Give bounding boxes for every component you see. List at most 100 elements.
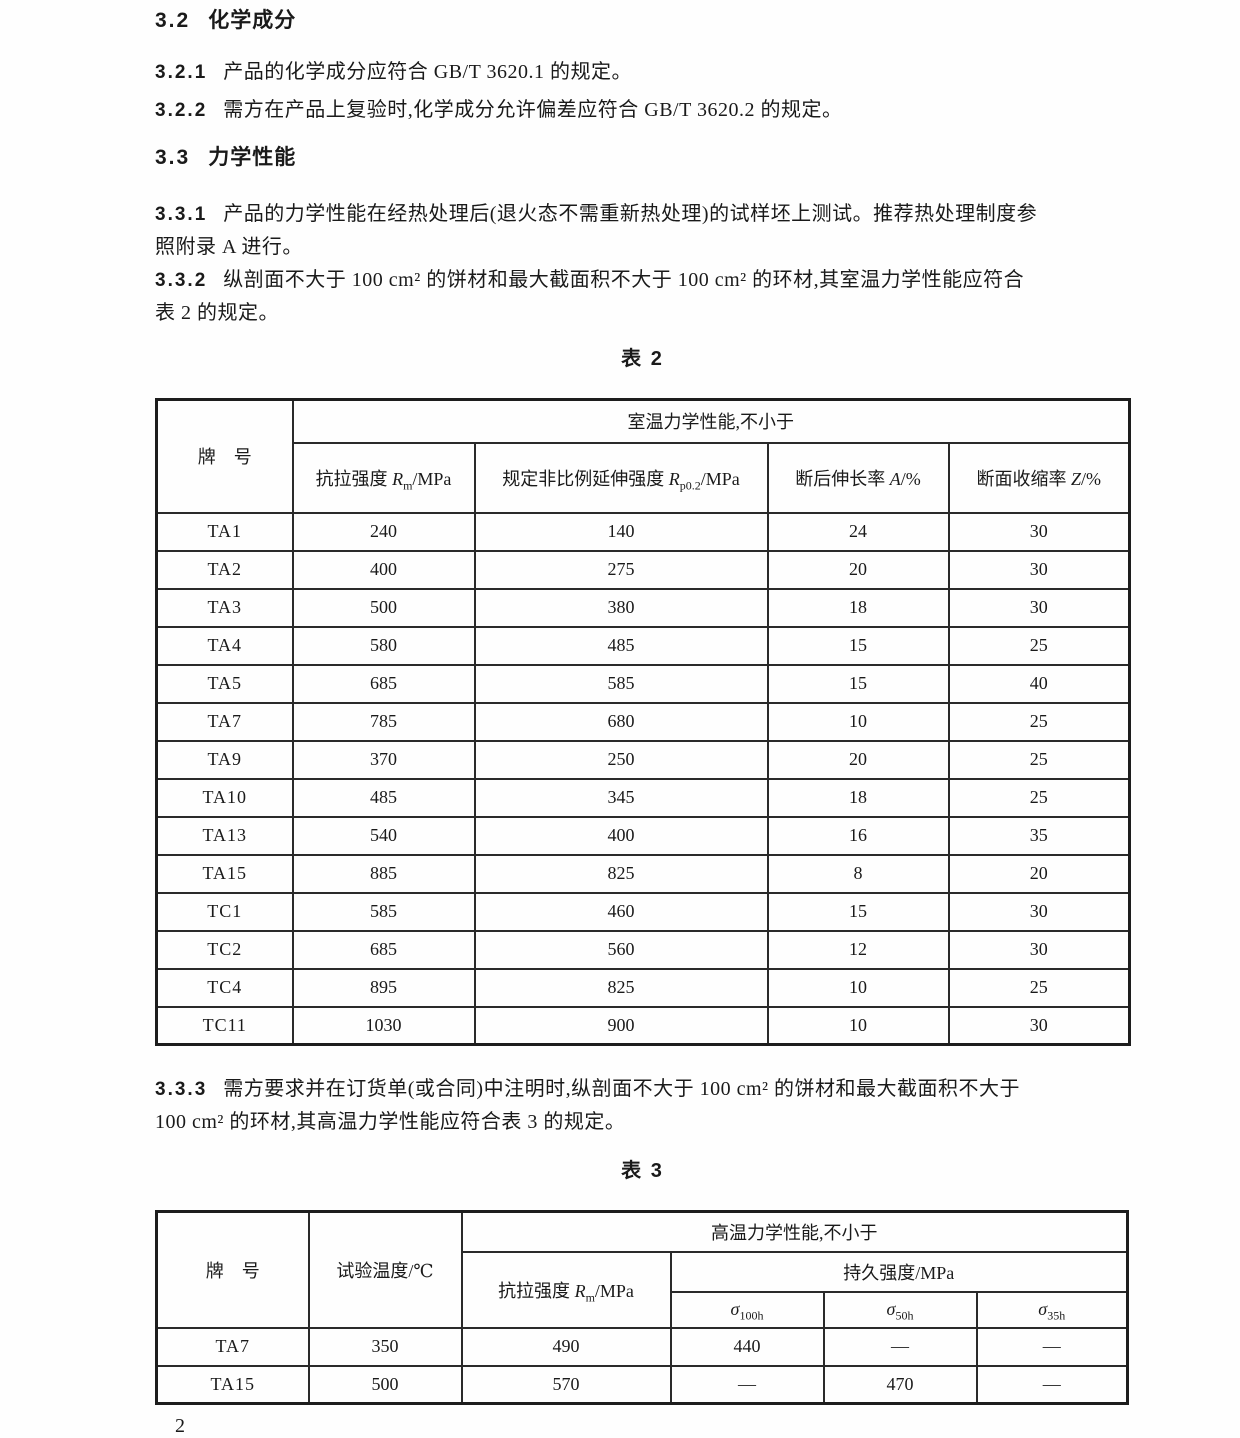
paragraph-text: 产品的力学性能在经热处理后(退火态不需重新热处理)的试样坯上测试。推荐热处理制度… [223,203,1038,225]
value-cell: 8 [766,853,950,894]
header-text: /% [900,468,921,489]
value-cell: 440 [669,1326,825,1367]
value-cell: 785 [291,701,476,742]
value-cell: 240 [291,511,476,552]
value-cell: 10 [766,1005,950,1046]
column-header-test-temperature: 试验温度/℃ [307,1210,463,1329]
paragraph-3-3-3: 3.3.3 需方要求并在订货单(或合同)中注明时,纵剖面不大于 100 cm² 的… [155,1073,1130,1139]
header-text: 规定非比例延伸强度 [502,468,669,489]
grade-cell: TA10 [155,777,294,818]
value-cell: 570 [460,1364,672,1405]
table-row: TC1 585 460 15 30 [155,891,1131,932]
value-cell: 35 [947,815,1131,856]
header-text: /MPa [594,1280,634,1301]
value-cell: 585 [473,663,769,704]
value-cell: — [669,1364,825,1405]
paragraph-3-3-2: 3.3.2 纵剖面不大于 100 cm² 的饼材和最大截面积不大于 100 cm²… [155,264,1130,330]
symbol-subscript: 100h [739,1308,764,1323]
value-cell: 25 [947,701,1131,742]
value-cell: 20 [766,549,950,590]
value-cell: 895 [291,967,476,1008]
table-header-row: 抗拉强度 Rm/MPa 持久强度/MPa [157,1250,1129,1329]
table-header-row: σ100h σ50h σ35h [157,1290,1129,1329]
header-text: 抗拉强度 [315,468,393,489]
grade-cell: TA15 [155,1364,310,1405]
column-header-reduction-of-area: 断面收缩率 Z/% [947,441,1131,514]
table-row: TA15 885 825 8 20 [155,853,1131,894]
column-header-sigma-100h: σ100h [669,1290,825,1329]
value-cell: 350 [307,1326,463,1367]
symbol-subscript: 50h [895,1308,914,1323]
table-header-row: 牌 号 室温力学性能,不小于 [155,398,1131,514]
clause-number: 3.2.1 [155,62,208,83]
column-header-sigma-50h: σ50h [822,1290,978,1329]
value-cell: 25 [947,625,1131,666]
paragraph-line: 3.3.2 纵剖面不大于 100 cm² 的饼材和最大截面积不大于 100 cm²… [155,264,1130,297]
value-cell: 345 [473,777,769,818]
value-cell: 470 [822,1364,978,1405]
table-row: TA7 785 680 10 25 [155,701,1131,742]
table-row: TA7 350 490 440— — [155,1326,1129,1367]
paragraph-text: 需方在产品上复验时,化学成分允许偏差应符合 GB/T 3620.2 的规定。 [223,99,843,121]
high-temperature-properties-table: 牌 号 试验温度/℃ 高温力学性能,不小于 抗拉强度 Rm/MPa 持久强度/M… [155,1210,1129,1405]
clause-number: 3.3 [155,146,191,169]
grade-cell: TA9 [155,739,294,780]
grade-cell: TA5 [155,663,294,704]
column-group-header: 室温力学性能,不小于 [291,398,1131,444]
column-header-elongation: 断后伸长率 A/% [766,441,950,514]
paragraph-line: 3.3.3 需方要求并在订货单(或合同)中注明时,纵剖面不大于 100 cm² 的… [155,1073,1130,1106]
value-cell: 685 [291,663,476,704]
grade-cell: TA7 [155,701,294,742]
symbol: A [889,468,901,489]
room-temperature-properties-table: 牌 号 室温力学性能,不小于 抗拉强度 Rm/MPa 规定非比例延伸强度 Rp0… [155,398,1131,1046]
table-row: TC4 895 825 10 25 [155,967,1131,1008]
value-cell: 540 [291,815,476,856]
value-cell: — [975,1326,1129,1367]
paragraph-line: 100 cm² 的环材,其高温力学性能应符合表 3 的规定。 [155,1111,626,1133]
symbol-subscript: m [585,1290,595,1305]
clause-title: 力学性能 [208,146,297,169]
value-cell: 680 [473,701,769,742]
symbol-subscript: m [403,478,413,493]
value-cell: 15 [766,663,950,704]
value-cell: 485 [473,625,769,666]
table-row: TA3 500 380 18 30 [155,587,1131,628]
grade-cell: TC1 [155,891,294,932]
value-cell: 500 [307,1364,463,1405]
paragraph-3-2-2: 3.2.2 需方在产品上复验时,化学成分允许偏差应符合 GB/T 3620.2 的… [155,94,1130,127]
value-cell: 25 [947,777,1131,818]
value-cell: 30 [947,549,1131,590]
value-cell: 400 [291,549,476,590]
value-cell: 30 [947,511,1131,552]
value-cell: 250 [473,739,769,780]
value-cell: 1030 [291,1005,476,1046]
value-cell: 25 [947,967,1131,1008]
header-text: 抗拉强度 [498,1280,575,1301]
column-group-header-endurance: 持久强度/MPa [669,1250,1129,1293]
clause-title: 化学成分 [208,9,297,32]
grade-cell: TA4 [155,625,294,666]
value-cell: 490 [460,1326,672,1367]
clause-number: 3.2.2 [155,100,208,121]
value-cell: 370 [291,739,476,780]
value-cell: 15 [766,891,950,932]
symbol: Z [1070,468,1081,489]
table-row: TA15 500 570—470— [155,1364,1129,1405]
value-cell: 18 [766,777,950,818]
value-cell: 20 [766,739,950,780]
value-cell: 825 [473,853,769,894]
clause-heading-3-2: 3.2 化学成分 [155,8,1130,34]
header-text: 断后伸长率 [795,468,890,489]
clause-number: 3.2 [155,9,191,32]
value-cell: 12 [766,929,950,970]
value-cell: 275 [473,549,769,590]
value-cell: 15 [766,625,950,666]
table-row: TA2 400 275 20 30 [155,549,1131,590]
value-cell: 40 [947,663,1131,704]
symbol: R [392,468,404,489]
page-number: 2 [175,1415,185,1437]
clause-number: 3.3.2 [155,270,208,291]
table-row: TC2 685 560 12 30 [155,929,1131,970]
value-cell: 900 [473,1005,769,1046]
